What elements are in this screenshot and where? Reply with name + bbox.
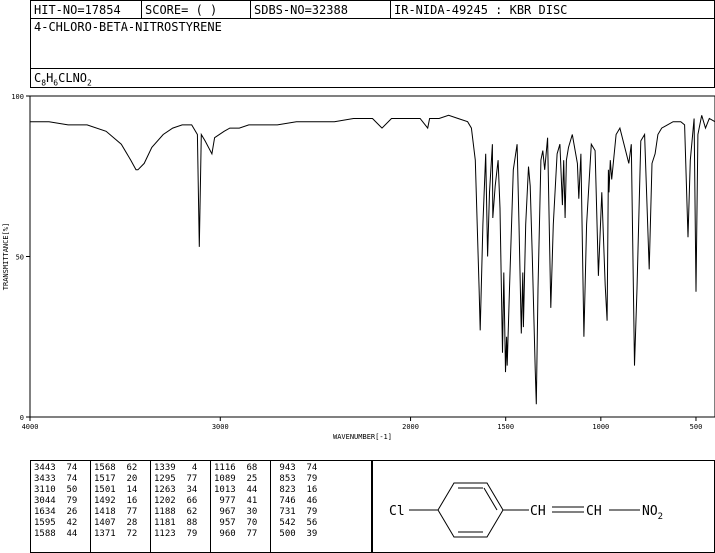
peak-row: 1116 68	[214, 463, 258, 473]
x-tick-label: 4000	[22, 423, 39, 431]
formula-divider	[30, 68, 715, 69]
benzene-ring	[437, 482, 504, 538]
peak-row: 1089 25	[214, 474, 258, 484]
peak-column: 1116 68 1089 25 1013 44 977 41 967 30 957 …	[214, 463, 257, 540]
peak-row: 967 30	[214, 507, 258, 517]
peak-row: 1181 88	[154, 518, 198, 528]
peak-column-divider	[270, 460, 271, 552]
peak-row: 1188 62	[154, 507, 198, 517]
peak-row: 1295 77	[154, 474, 198, 484]
peak-row: 1492 16	[94, 496, 138, 506]
plot-frame	[29, 95, 715, 418]
peak-column-divider	[210, 460, 211, 552]
peak-row: 1407 28	[94, 518, 138, 528]
score-field: SCORE= ( )	[145, 3, 218, 17]
chlorine-label: Cl	[389, 504, 405, 519]
peak-row: 1501 14	[94, 485, 138, 495]
y-tick-label: 100	[11, 93, 24, 101]
peak-row: 1263 34	[154, 485, 198, 495]
peak-row: 1123 79	[154, 529, 198, 539]
spectrum-line	[30, 114, 715, 405]
ir-spectrum-chart: 4000 3000 2000 1500 1000 500 0 50 100 WAVENUMBER[…	[2, 93, 715, 441]
y-tick-label: 50	[16, 254, 24, 262]
compound-name: 4-CHLORO-BETA-NITROSTYRENE	[34, 20, 222, 34]
peak-row: 977 41	[214, 496, 258, 506]
peak-column: 943 74 853 79 823 16 746 46 731 79 542 5…	[274, 463, 317, 540]
peak-table	[30, 460, 372, 553]
x-tick-label: 1000	[592, 423, 609, 431]
vinyl-label: CH	[530, 504, 546, 519]
x-axis-label: WAVENUMBER[-1]	[333, 433, 392, 441]
header-divider	[141, 1, 142, 19]
x-tick-label: 500	[690, 423, 703, 431]
nitro-label: NO2	[642, 504, 663, 522]
peak-row: 1595 42	[34, 518, 78, 528]
x-tick-label: 1500	[497, 423, 514, 431]
peak-row: 3044 79	[34, 496, 78, 506]
peak-row: 1568 62	[94, 463, 138, 473]
hit-number: HIT-NO=17854	[34, 3, 121, 17]
peak-column: 3443 74 3433 74 3110 50 3044 79 1634 26 1595 …	[34, 463, 77, 540]
peak-row: 1371 72	[94, 529, 138, 539]
peak-row: 500 39	[274, 529, 318, 539]
peak-row: 1202 66	[154, 496, 198, 506]
peak-column: 1568 62 1517 20 1501 14 1492 16 1418 77 1407 …	[94, 463, 137, 540]
peak-row: 1517 20	[94, 474, 138, 484]
y-axis-label: TRANSMITTANCE[%]	[2, 223, 10, 290]
peak-row: 746 46	[274, 496, 318, 506]
y-tick-label: 0	[20, 414, 24, 422]
peak-row: 1418 77	[94, 507, 138, 517]
sdbs-number: SDBS-NO=32388	[254, 3, 348, 17]
ring-inner-bond	[483, 487, 498, 511]
header-divider	[390, 1, 391, 19]
peak-row: 960 77	[214, 529, 258, 539]
header-divider	[250, 1, 251, 19]
peak-row: 957 70	[214, 518, 258, 528]
peak-row: 1013 44	[214, 485, 258, 495]
peak-row: 731 79	[274, 507, 318, 517]
peak-row: 853 79	[274, 474, 318, 484]
peak-row: 823 16	[274, 485, 318, 495]
peak-row: 542 56	[274, 518, 318, 528]
peak-row: 3443 74	[34, 463, 78, 473]
vinyl-label: CH	[586, 504, 602, 519]
peak-row: 943 74	[274, 463, 318, 473]
peak-row: 1339 4	[154, 463, 198, 473]
molecule-structure: Cl CH CH NO2	[389, 482, 663, 538]
molecular-formula: C8H6CLNO2	[34, 71, 92, 88]
ir-info: IR-NIDA-49245 : KBR DISC	[394, 3, 568, 17]
peak-column-divider	[150, 460, 151, 552]
x-tick-label: 2000	[402, 423, 419, 431]
peak-row: 1588 44	[34, 529, 78, 539]
peak-column-divider	[90, 460, 91, 552]
peak-row: 1634 26	[34, 507, 78, 517]
peak-row: 3110 50	[34, 485, 78, 495]
peak-column: 1339 4 1295 77 1263 34 1202 66 1188 62 1181 8…	[154, 463, 197, 540]
peak-row: 3433 74	[34, 474, 78, 484]
x-tick-label: 3000	[212, 423, 229, 431]
